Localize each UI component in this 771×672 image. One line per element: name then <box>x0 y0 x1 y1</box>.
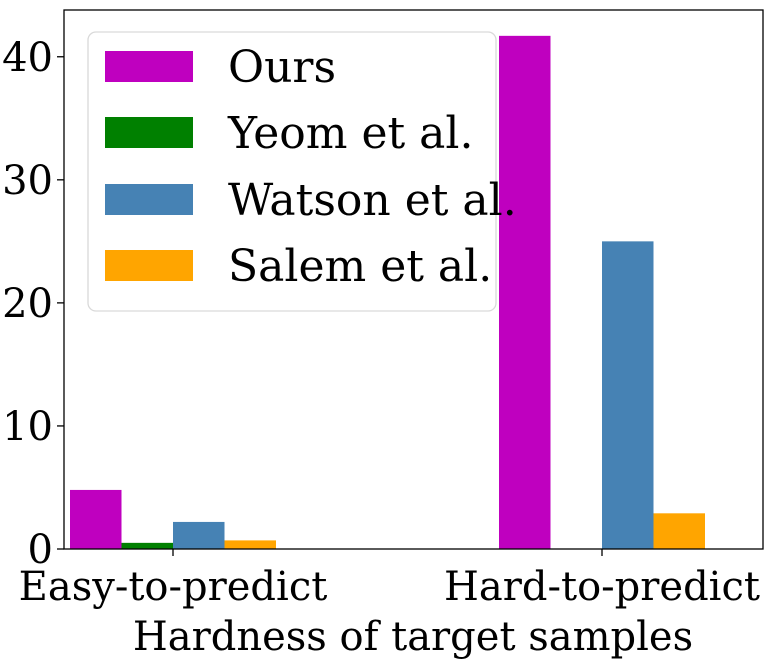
legend-label-salem-et-al: Salem et al. <box>228 241 492 292</box>
x-tick-label: Easy-to-predict <box>19 564 328 610</box>
bar-watson-et-al-easy <box>173 521 225 549</box>
legend-label-watson-et-al: Watson et al. <box>228 175 517 226</box>
bar-salem-et-al-hard <box>653 513 705 549</box>
y-tick-label: 30 <box>2 158 53 204</box>
legend-swatch-salem-et-al <box>105 250 193 281</box>
legend-box <box>87 31 497 312</box>
legend-label-yeom-et-al: Yeom et al. <box>227 108 473 159</box>
bar-ours-easy <box>70 489 122 549</box>
y-tick-label: 20 <box>2 281 53 327</box>
legend-swatch-yeom-et-al <box>105 117 193 148</box>
legend-swatch-ours <box>105 51 193 82</box>
bar-salem-et-al-easy <box>224 540 276 549</box>
x-axis: Easy-to-predict Hard-to-predict <box>19 549 760 610</box>
legend-label-ours: Ours <box>228 42 336 93</box>
plot-frame <box>63 9 764 550</box>
x-tick-label: Hard-to-predict <box>444 564 760 610</box>
bar-watson-et-al-hard <box>602 241 654 549</box>
bar-ours-hard <box>499 35 551 549</box>
y-axis: 0 10 20 30 40 <box>2 35 64 573</box>
legend: Ours Yeom et al. Watson et al. Salem et al. <box>87 31 517 312</box>
x-axis-title: Hardness of target samples <box>133 614 693 660</box>
y-tick-label: 0 <box>28 527 53 573</box>
bar-yeom-et-al-easy <box>121 542 173 549</box>
bars-group <box>70 35 705 549</box>
y-tick-label: 40 <box>2 35 53 81</box>
y-tick-label: 10 <box>2 404 53 450</box>
legend-swatch-watson-et-al <box>105 184 193 215</box>
